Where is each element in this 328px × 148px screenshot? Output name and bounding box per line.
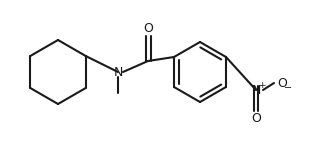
Text: N: N — [113, 66, 123, 78]
Text: O: O — [143, 21, 153, 34]
Text: O: O — [251, 111, 261, 124]
Text: N: N — [251, 83, 261, 96]
Text: +: + — [258, 81, 266, 90]
Text: −: − — [284, 83, 292, 93]
Text: O: O — [277, 77, 287, 90]
